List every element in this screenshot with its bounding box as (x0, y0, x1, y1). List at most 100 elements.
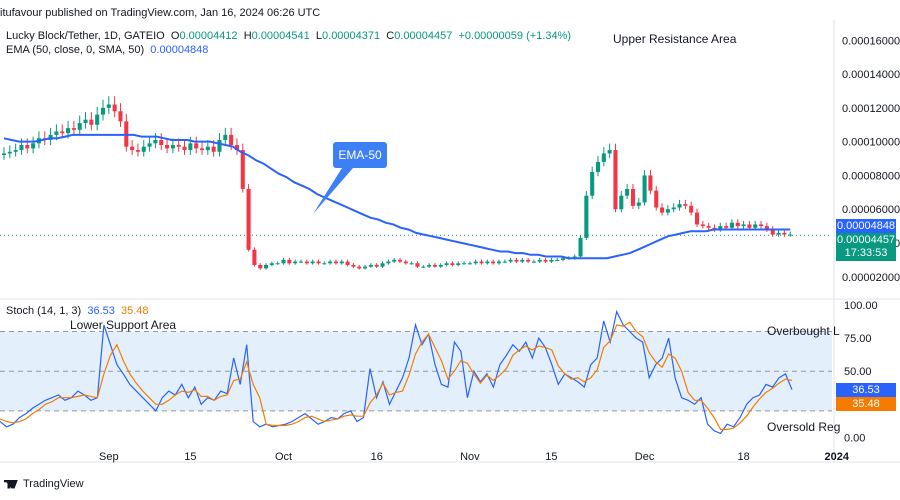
candle-body (607, 150, 612, 154)
candle-body (100, 107, 106, 115)
candle-body (584, 195, 589, 238)
candle-body (485, 261, 490, 264)
candle-body (613, 150, 618, 210)
candle-body (450, 263, 455, 265)
candle-body (380, 263, 385, 267)
stoch-d-line (0, 321, 793, 431)
candle-body (654, 190, 659, 208)
candle-body (759, 224, 764, 227)
ohlc-legend: Lucky Block/Tether, 1D, GATEIO O 0.000044… (6, 30, 571, 42)
candle-body (432, 264, 437, 267)
candle-body (502, 261, 507, 263)
candle-body (374, 264, 379, 267)
candle-body (491, 261, 496, 264)
candle-body (508, 259, 513, 262)
candle-body (595, 161, 601, 173)
price-axis-tick: 0.00002000 (842, 272, 900, 284)
candle-body (25, 145, 30, 149)
candle-body (788, 234, 793, 236)
candle-body (438, 264, 443, 267)
candle-body (363, 266, 368, 269)
published-by-line: itufavour published on TradingView.com, … (0, 7, 321, 19)
candle-body (304, 261, 309, 264)
candle-body (357, 266, 362, 269)
candle-body (770, 229, 775, 235)
stoch-axis-tick: 50.00 (844, 366, 872, 378)
upper-resistance-label: Upper Resistance Area (613, 32, 737, 46)
candle-body (333, 261, 338, 264)
candle-body (520, 259, 525, 262)
candle-body (199, 148, 205, 151)
candle-body (671, 207, 676, 210)
candle-body (118, 111, 123, 122)
candle-body (526, 259, 531, 262)
candle-body (619, 195, 624, 210)
candle-body (170, 145, 175, 149)
stoch-axis-tick: 100.00 (844, 300, 878, 312)
candle-body (753, 224, 758, 228)
candle-body (60, 131, 65, 134)
candle-body (293, 261, 298, 264)
price-axis-tick: 0.00008000 (842, 170, 900, 182)
symbol-name: Lucky Block/Tether, 1D, GATEIO (6, 30, 165, 42)
candle-body (229, 134, 234, 146)
candle-body (153, 139, 158, 144)
candle-body (71, 128, 76, 130)
price-axis-tick: 0.00006000 (842, 204, 900, 216)
time-axis-tick: Oct (275, 451, 292, 463)
candle-body (724, 226, 729, 228)
candle-body (205, 146, 210, 151)
tradingview-brand: TradingView (23, 478, 84, 490)
candle-body (660, 207, 665, 213)
tradingview-logo[interactable]: TradingView (4, 478, 84, 490)
candle-body (141, 146, 146, 152)
low-value: 0.00004371 (322, 30, 381, 42)
candle-body (234, 145, 239, 151)
candle-body (66, 128, 71, 134)
candle-body (287, 259, 292, 264)
candle-body (741, 224, 746, 227)
last-price-badge: 0.00004457 17:33:53 (836, 233, 896, 261)
candle-body (252, 249, 257, 265)
open-label: O (170, 30, 180, 42)
candle-body (147, 143, 152, 147)
overbought-label: Overbought L (767, 324, 840, 338)
ema-price-badge: 0.00004848 (836, 219, 896, 233)
candle-body (496, 261, 502, 264)
close-value: 0.00004457 (394, 30, 453, 42)
candle-body (1, 153, 7, 156)
stoch-label: Stoch (14, 1, 3) (6, 305, 82, 317)
candle-body (298, 261, 304, 263)
stoch-axis-tick: 75.00 (844, 333, 872, 345)
candle-body (537, 259, 542, 262)
time-axis-tick: Sep (99, 451, 119, 463)
price-axis-tick: 0.00010000 (842, 137, 900, 149)
ema-legend: EMA (50, close, 0, SMA, 50) 0.00004848 (6, 44, 208, 56)
candle-body (188, 143, 193, 151)
candle-body (130, 146, 135, 151)
candle-body (590, 172, 595, 196)
time-axis-tick: 18 (737, 451, 749, 463)
candle-body (421, 266, 426, 268)
candle-body (322, 263, 327, 265)
candle-body (427, 264, 432, 267)
tradingview-logo-icon (4, 479, 18, 489)
time-axis-tick: Dec (635, 451, 655, 463)
candle-body (83, 119, 88, 124)
low-label: L (315, 30, 323, 42)
candle-body (782, 232, 787, 235)
lower-support-label: Lower Support Area (70, 318, 177, 332)
candle-body (648, 175, 653, 191)
price-axis-tick: 0.00012000 (842, 103, 900, 115)
candle-body (31, 143, 36, 149)
time-axis-tick: 2024 (825, 451, 850, 463)
candle-body (601, 153, 606, 162)
candle-body (106, 104, 111, 108)
ema-50-callout: EMA-50 (333, 142, 387, 168)
candle-body (689, 205, 694, 213)
ema-callout-pointer (313, 168, 353, 214)
candle-body (456, 263, 461, 265)
candle-body (135, 150, 140, 152)
candle-body (275, 263, 280, 265)
candle-body (112, 104, 117, 112)
